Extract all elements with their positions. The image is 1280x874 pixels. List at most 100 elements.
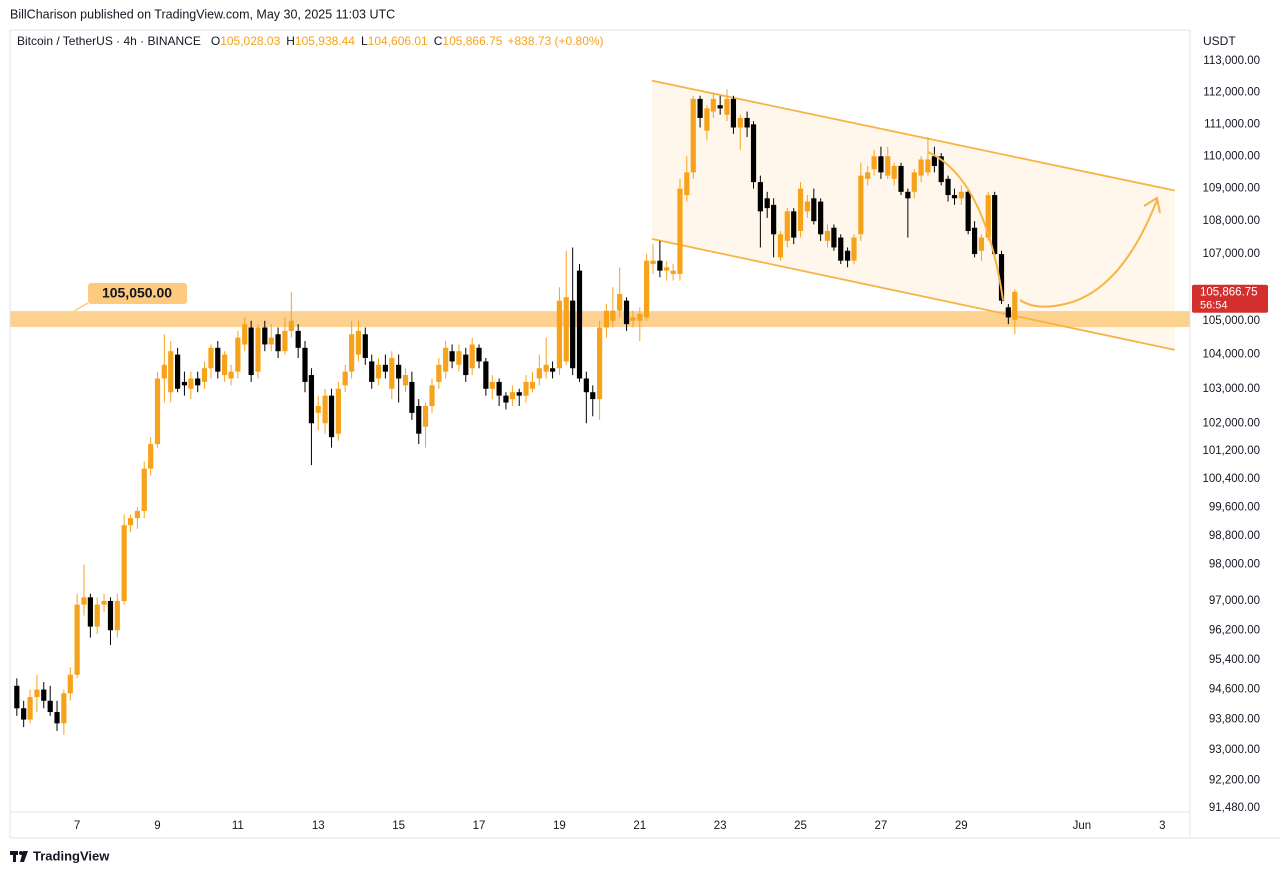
candle-body [985, 195, 991, 238]
candle-body [476, 347, 482, 362]
candle-body [838, 237, 844, 261]
candle-body [851, 237, 857, 261]
candle-body [141, 468, 147, 512]
x-tick-label: Jun [1073, 820, 1092, 832]
x-tick-label: 15 [392, 820, 405, 832]
candle-body [523, 381, 529, 396]
candle-body [255, 327, 261, 372]
x-tick-label: 13 [312, 820, 325, 832]
candle-body [797, 188, 804, 232]
candle-body [268, 337, 274, 345]
y-tick-label: 105,000.00 [1202, 315, 1260, 327]
x-tick-label: 25 [794, 820, 807, 832]
candle-body [228, 371, 234, 379]
y-tick-label: 107,000.00 [1202, 248, 1260, 260]
candle-body [154, 378, 161, 445]
candle-body [630, 317, 636, 321]
candle-body [94, 604, 100, 627]
candle-body [516, 392, 522, 396]
candle-body [938, 156, 944, 183]
candle-body [369, 361, 375, 382]
support-zone [10, 311, 1190, 328]
candle-body [101, 600, 107, 605]
x-tick-label: 7 [74, 820, 80, 832]
candle-body [275, 334, 281, 352]
candle-body [496, 381, 502, 396]
candle-body [503, 395, 509, 403]
candle-body [918, 159, 924, 176]
candle-body [710, 98, 716, 112]
candle-body [335, 388, 341, 434]
candle-body [47, 700, 53, 713]
candle-body [168, 351, 174, 393]
candle-body [436, 364, 442, 382]
y-tick-label: 93,000.00 [1209, 744, 1260, 756]
candle-body [295, 330, 301, 348]
candle-body [664, 267, 670, 271]
candle-body [563, 297, 569, 362]
x-tick-label: 11 [232, 820, 244, 832]
x-tick-label: 17 [473, 820, 486, 832]
legend-value: 105,866.75 [442, 34, 502, 48]
candle-body [871, 156, 877, 170]
legend-value: 105,028.03 [220, 34, 280, 48]
candle-body [34, 689, 40, 698]
candle-body [670, 270, 676, 274]
candle-body [650, 260, 656, 264]
y-tick-label: 113,000.00 [1203, 55, 1260, 67]
candle-body [355, 330, 362, 355]
candle-body [543, 364, 549, 372]
candle-body [911, 172, 917, 192]
y-tick-label: 94,600.00 [1209, 684, 1260, 696]
candle-body [844, 250, 851, 261]
candle-body [201, 368, 208, 382]
candle-body [74, 604, 80, 675]
candle-body [302, 347, 308, 382]
candle-body [443, 347, 449, 372]
symbol: Bitcoin / TetherUS · 4h · BINANCE [17, 34, 201, 48]
countdown: 56:54 [1200, 300, 1228, 312]
candle-body [945, 178, 951, 196]
candle-body [603, 310, 610, 328]
candle-body [610, 310, 616, 321]
candle-body [570, 300, 576, 369]
candle-body [784, 211, 790, 241]
candle-body [27, 697, 33, 720]
candle-body [449, 351, 455, 362]
y-tick-label: 98,800.00 [1209, 530, 1260, 542]
candle-body [858, 175, 864, 235]
candle-body [590, 392, 596, 400]
candle-body [931, 156, 937, 166]
candle-body [965, 191, 971, 232]
candle-body [262, 327, 268, 345]
candle-body [764, 198, 770, 209]
candle-body [54, 712, 60, 724]
candle-body [596, 327, 603, 400]
x-tick-label: 19 [553, 820, 566, 832]
candle-body [549, 368, 556, 372]
y-tick-label: 99,600.00 [1209, 501, 1260, 513]
candle-body [81, 597, 87, 605]
y-tick-label: 104,000.00 [1202, 349, 1260, 361]
y-tick-label: 111,000.00 [1204, 118, 1260, 130]
candle-body [188, 378, 194, 389]
x-tick-label: 21 [633, 820, 646, 832]
tv-logo [10, 851, 28, 862]
y-tick-label: 112,000.00 [1203, 87, 1260, 99]
candle-body [684, 172, 690, 196]
y-tick-label: 92,200.00 [1209, 774, 1260, 786]
legend: Bitcoin / TetherUS · 4h · BINANCE O105,02… [17, 34, 604, 48]
plot-area [10, 79, 1190, 735]
candle-body [174, 354, 181, 389]
candle-body [690, 98, 696, 173]
candle-body [181, 381, 188, 386]
axis-unit: USDT [1203, 34, 1236, 48]
candle-body [737, 117, 743, 128]
candle-body [328, 395, 335, 438]
zone-label: 105,050.00 [102, 285, 172, 301]
candle-body [148, 444, 154, 469]
legend-key: L [361, 34, 368, 48]
candle-body [288, 320, 294, 331]
candle-body [469, 344, 475, 369]
